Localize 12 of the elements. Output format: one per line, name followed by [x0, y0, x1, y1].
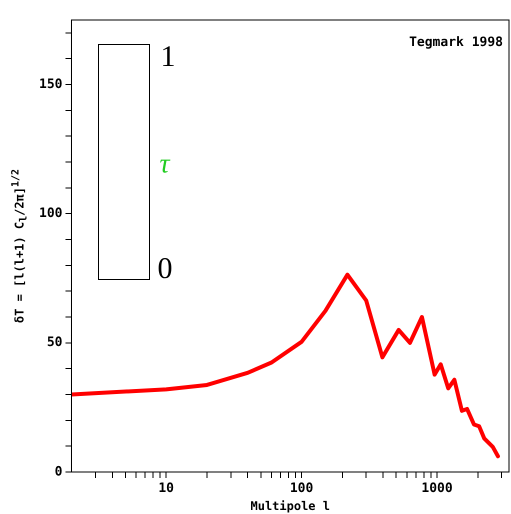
annotation: 1 — [160, 40, 176, 73]
x-tick-label: 1000 — [421, 481, 453, 496]
x-tick-label: 100 — [290, 481, 314, 496]
x-axis-title: Multipole l — [250, 498, 330, 513]
annotation: Tegmark 1998 — [409, 34, 504, 50]
annotation: τ — [159, 148, 170, 180]
y-tick-label: 0 — [54, 464, 63, 480]
y-tick-label: 150 — [38, 76, 63, 92]
annotation: 0 — [157, 252, 172, 285]
y-tick-label: 100 — [38, 206, 63, 222]
x-tick-label: 10 — [158, 481, 174, 496]
y-tick-label: 50 — [46, 335, 63, 350]
